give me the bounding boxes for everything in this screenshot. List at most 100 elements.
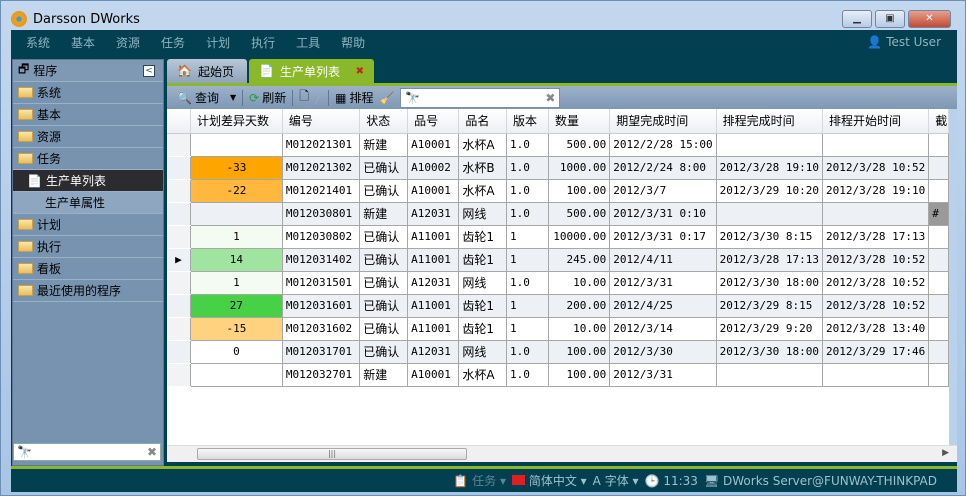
clear-search-icon[interactable]: ✖ — [146, 445, 157, 459]
column-header[interactable]: 截 — [928, 109, 949, 134]
menu-item[interactable]: 计划 — [206, 36, 231, 50]
home-icon: 🏠 — [177, 64, 192, 78]
minimize-button[interactable]: ▁ — [842, 10, 872, 28]
schedule-button[interactable]: ▦ 排程 — [335, 90, 374, 106]
table-cell: 2012/3/28 19:10 — [715, 155, 823, 180]
maximize-button[interactable]: ▣ — [875, 10, 905, 28]
table-row[interactable]: 0 M012031701 已确认 A12031 网线 1.0 100.00 2012/3/30… — [167, 339, 949, 364]
tab-start-page[interactable]: 🏠 起始页 — [167, 59, 247, 83]
row-header[interactable] — [167, 294, 191, 318]
table-cell: 2012/3/31 0:17 — [609, 224, 717, 249]
column-header[interactable]: 版本 — [506, 109, 550, 134]
column-header[interactable]: 状态 — [359, 109, 409, 134]
font-menu[interactable]: A 字体 ▾ — [592, 474, 639, 488]
sidebar-item[interactable]: 生产单属性 — [13, 192, 163, 214]
row-header[interactable]: ▶ — [167, 248, 191, 272]
close-button[interactable]: ✕ — [908, 10, 951, 28]
column-header[interactable]: 期望完成时间 — [609, 109, 717, 134]
folder-icon — [18, 131, 33, 142]
sidebar-item[interactable]: 执行 — [13, 236, 163, 258]
sidebar-item[interactable]: 最近使用的程序 — [13, 280, 163, 302]
refresh-button[interactable]: ⟳ 刷新 — [249, 90, 287, 106]
menu-item[interactable]: 执行 — [251, 36, 276, 50]
search-icon: 🔍 — [177, 90, 192, 105]
table-cell: 齿轮1 — [458, 293, 507, 318]
column-header[interactable]: 数量 — [548, 109, 611, 134]
table-row[interactable]: -22 M012021401 已确认 A10001 水杯A 1.0 100.00 2012/3… — [167, 178, 949, 203]
query-button[interactable]: 🔍 查询 ▼ — [177, 90, 237, 106]
menu-item[interactable]: 帮助 — [341, 36, 366, 50]
row-header[interactable] — [167, 202, 191, 226]
folder-icon — [18, 153, 33, 164]
sidebar-item[interactable]: 资源 — [13, 126, 163, 148]
row-header[interactable] — [167, 271, 191, 295]
sidebar-item[interactable]: 系统 — [13, 82, 163, 104]
column-header[interactable]: 计划差异天数 — [190, 109, 283, 134]
collapse-sidebar-button[interactable]: < — [143, 64, 155, 77]
table-row[interactable]: 27 M012031601 已确认 A11001 齿轮1 1 200.00 2012/4/25… — [167, 293, 949, 318]
table-cell: 2012/3/30 18:00 — [715, 339, 823, 364]
folder-icon — [18, 219, 33, 230]
toolbar: 🔍 查询 ▼ ⟳ 刷新 🗋 ╱ ▦ 排程 🧹 🔭 ✖ — [167, 86, 957, 109]
edit-button[interactable]: ╱ — [315, 91, 322, 105]
scrollbar-thumb[interactable]: ||| — [197, 448, 467, 460]
table-cell: 网线 — [458, 270, 507, 295]
sidebar-search-input[interactable]: 🔭 ✖ — [13, 443, 161, 461]
row-header[interactable] — [167, 156, 191, 180]
menu-item[interactable]: 工具 — [296, 36, 321, 50]
column-header[interactable]: 排程完成时间 — [716, 109, 823, 134]
table-row[interactable]: 1 M012030802 已确认 A11001 齿轮1 1 10000.00 2012/3/3… — [167, 224, 949, 249]
column-header[interactable]: 排程开始时间 — [822, 109, 930, 134]
sidebar-item[interactable]: 基本 — [13, 104, 163, 126]
task-menu[interactable]: 📋 任务 ▾ — [453, 474, 506, 488]
row-header[interactable] — [167, 179, 191, 203]
row-header[interactable] — [167, 317, 191, 341]
new-button[interactable]: 🗋 — [299, 87, 309, 108]
table-cell — [928, 362, 949, 387]
binoculars-icon: 🔭 — [17, 445, 32, 459]
column-header[interactable]: 品号 — [407, 109, 460, 134]
document-icon: 📄 — [259, 64, 274, 78]
table-row[interactable]: M012021301 新建 A10001 水杯A 1.0 500.00 2012/2/28 … — [167, 132, 949, 157]
clear-search-icon[interactable]: ✖ — [545, 90, 556, 105]
chevron-down-icon[interactable]: ▼ — [229, 93, 237, 102]
pencil-icon: ╱ — [314, 90, 323, 105]
menu-item[interactable]: 任务 — [161, 36, 186, 50]
menu-item[interactable]: 系统 — [26, 36, 51, 50]
tab-production-order-list[interactable]: 📄 生产单列表 ✖ — [249, 59, 374, 83]
column-header[interactable]: 品名 — [458, 109, 507, 134]
table-row[interactable]: ▶ 14 M012031402 已确认 A11001 齿轮1 1 245.00 2012/4/1… — [167, 247, 949, 272]
horizontal-scrollbar[interactable]: ||| ▶ — [167, 445, 957, 462]
table-row[interactable]: -33 M012021302 已确认 A10002 水杯B 1.0 1000.00 2012/… — [167, 155, 949, 180]
table-cell: 新建 — [359, 132, 409, 157]
table-row[interactable]: 1 M012031501 已确认 A12031 网线 1.0 10.00 2012/3/31 2… — [167, 270, 949, 295]
vertical-scrollbar[interactable] — [949, 109, 957, 445]
row-header[interactable] — [167, 340, 191, 364]
close-tab-icon[interactable]: ✖ — [355, 65, 364, 77]
row-header[interactable] — [167, 363, 191, 387]
row-header[interactable] — [167, 225, 191, 249]
table-cell: 已确认 — [359, 178, 409, 203]
table-cell: 2012/3/28 17:13 — [715, 247, 823, 272]
sidebar-item[interactable]: 任务 — [13, 148, 163, 170]
new-document-icon: 🗋 — [299, 89, 309, 103]
user-menu[interactable]: 👤 Test User — [867, 35, 941, 49]
document-icon: 📄 — [27, 173, 42, 188]
table-row[interactable]: M012032701 新建 A10001 水杯A 1.0 100.00 2012/3/31 — [167, 362, 949, 387]
table-row[interactable]: M012030801 新建 A12031 网线 1.0 500.00 2012/3/31 0… — [167, 201, 949, 226]
menu-item[interactable]: 基本 — [71, 36, 96, 50]
folder-icon — [18, 285, 33, 296]
table-cell — [715, 201, 823, 226]
column-header[interactable]: 编号 — [282, 109, 361, 134]
clear-button[interactable]: 🧹 — [379, 91, 394, 105]
calculator-icon: ▦ — [335, 90, 347, 105]
row-header[interactable] — [167, 133, 191, 157]
scroll-right-icon[interactable]: ▶ — [942, 448, 949, 458]
toolbar-search-input[interactable]: 🔭 ✖ — [400, 87, 561, 108]
table-row[interactable]: -15 M012031602 已确认 A11001 齿轮1 1 10.00 2012/3/14… — [167, 316, 949, 341]
sidebar-item[interactable]: 计划 — [13, 214, 163, 236]
menu-item[interactable]: 资源 — [116, 36, 141, 50]
sidebar-item[interactable]: 看板 — [13, 258, 163, 280]
language-menu[interactable]: 简体中文 ▾ — [511, 472, 587, 489]
sidebar-item[interactable]: 📄 生产单列表 — [13, 170, 163, 192]
